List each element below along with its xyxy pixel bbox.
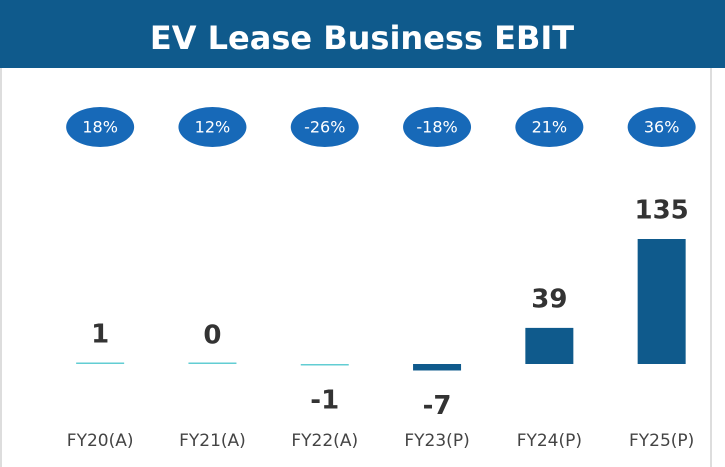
margin-oval [515, 107, 584, 147]
header-bar [0, 0, 725, 68]
value-label: 0 [203, 321, 221, 351]
chart-title: EV Lease Business EBIT [150, 19, 574, 57]
bar [637, 239, 686, 364]
margin-oval [403, 107, 472, 147]
bar [76, 362, 125, 364]
margin-label: 21% [532, 118, 568, 137]
value-label: 135 [635, 196, 689, 226]
margin-oval [627, 107, 696, 147]
bar [188, 362, 237, 364]
margin-label: -26% [304, 118, 345, 137]
x-tick-label: FY22(A) [291, 431, 358, 451]
value-label: -1 [310, 385, 339, 415]
x-tick-label: FY23(P) [404, 431, 469, 451]
margin-oval [66, 107, 135, 147]
value-label: 39 [531, 284, 567, 314]
value-label: 1 [91, 320, 109, 350]
margin-label: 36% [644, 118, 680, 137]
bar [413, 364, 462, 371]
bar [525, 327, 574, 364]
margin-oval [178, 107, 247, 147]
margin-label: -18% [416, 118, 457, 137]
x-tick-label: FY20(A) [67, 431, 134, 451]
x-tick-label: FY24(P) [517, 431, 582, 451]
x-tick-label: FY25(P) [629, 431, 694, 451]
margin-oval [290, 107, 359, 147]
bar [300, 364, 349, 366]
x-tick-label: FY21(A) [179, 431, 246, 451]
margin-label: 12% [195, 118, 231, 137]
value-label: -7 [423, 391, 452, 421]
margin-label: 18% [82, 118, 118, 137]
